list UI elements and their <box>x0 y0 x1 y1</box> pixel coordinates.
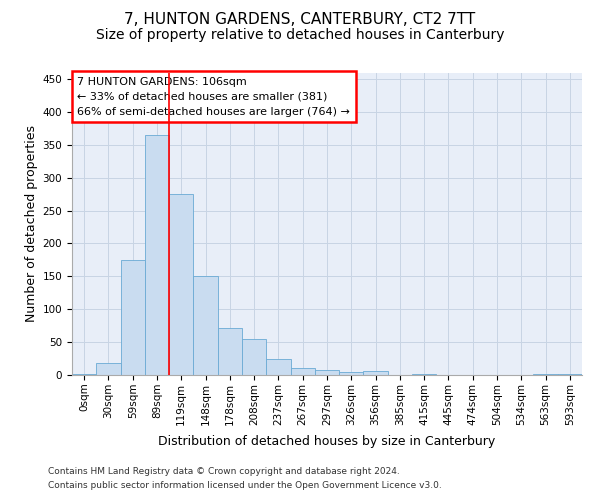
Bar <box>242 339 266 375</box>
Text: Contains HM Land Registry data © Crown copyright and database right 2024.: Contains HM Land Registry data © Crown c… <box>48 468 400 476</box>
Bar <box>315 370 339 375</box>
Bar <box>290 368 315 375</box>
Bar <box>558 374 582 375</box>
Text: 7 HUNTON GARDENS: 106sqm
← 33% of detached houses are smaller (381)
66% of semi-: 7 HUNTON GARDENS: 106sqm ← 33% of detach… <box>77 77 350 116</box>
Bar <box>533 374 558 375</box>
Bar <box>266 358 290 375</box>
Bar <box>169 194 193 375</box>
Bar <box>121 260 145 375</box>
Text: Contains public sector information licensed under the Open Government Licence v3: Contains public sector information licen… <box>48 481 442 490</box>
Text: Size of property relative to detached houses in Canterbury: Size of property relative to detached ho… <box>96 28 504 42</box>
Y-axis label: Number of detached properties: Number of detached properties <box>25 125 38 322</box>
Bar <box>145 135 169 375</box>
Text: Distribution of detached houses by size in Canterbury: Distribution of detached houses by size … <box>158 435 496 448</box>
Bar <box>96 362 121 375</box>
Bar <box>339 372 364 375</box>
Bar <box>364 371 388 375</box>
Bar <box>412 374 436 375</box>
Bar <box>193 276 218 375</box>
Text: 7, HUNTON GARDENS, CANTERBURY, CT2 7TT: 7, HUNTON GARDENS, CANTERBURY, CT2 7TT <box>124 12 476 28</box>
Bar <box>72 374 96 375</box>
Bar <box>218 328 242 375</box>
